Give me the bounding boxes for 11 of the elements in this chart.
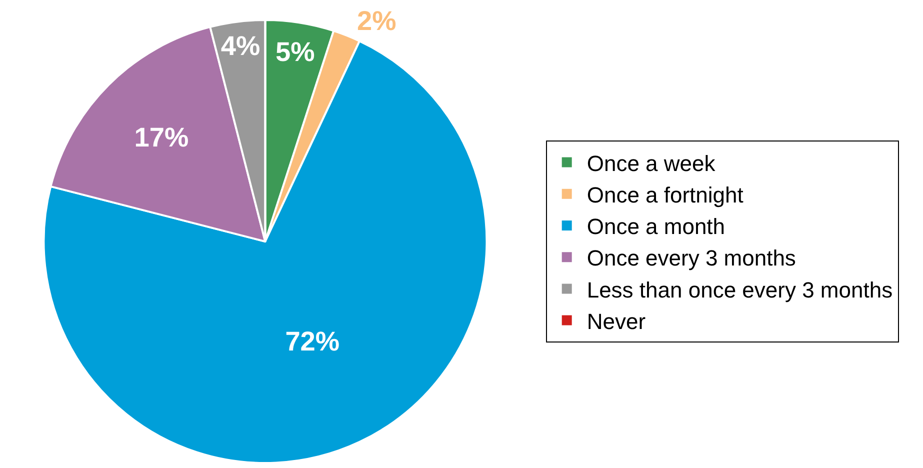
legend-label: Once a month (586, 214, 726, 240)
legend-label: Less than once every 3 months (586, 277, 893, 302)
legend-label: Never (586, 308, 646, 334)
legend-label: Once a fortnight (586, 182, 744, 208)
data-label: 4% (220, 30, 260, 61)
legend-label: Once every 3 months (586, 246, 796, 271)
data-label: 2% (357, 4, 396, 36)
data-label: 5% (276, 36, 315, 67)
legend-label: Once a week (586, 150, 716, 176)
data-label: 17% (134, 121, 189, 152)
data-label: 72% (285, 325, 340, 356)
